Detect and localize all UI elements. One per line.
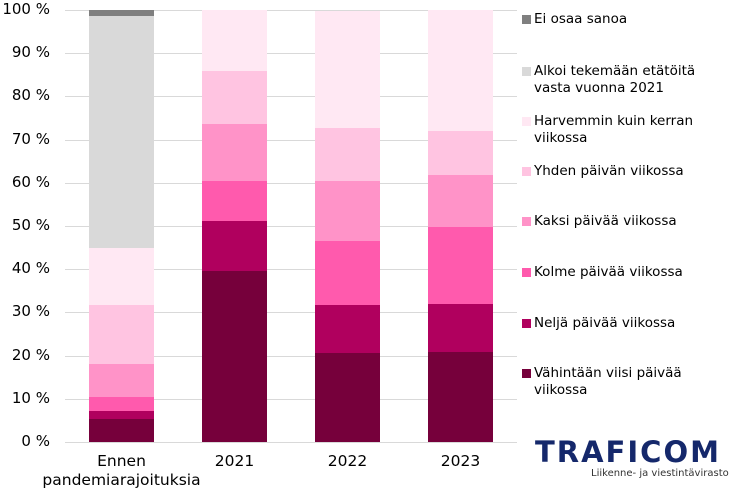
gridline bbox=[65, 10, 517, 11]
legend-swatch bbox=[522, 167, 531, 176]
bar-2 bbox=[315, 10, 380, 442]
bar-segment bbox=[315, 352, 380, 442]
y-axis-tick-label: 100 % bbox=[2, 0, 50, 18]
gridline bbox=[65, 399, 517, 400]
bar-segment bbox=[428, 130, 493, 176]
legend-swatch bbox=[522, 67, 531, 76]
bar-segment bbox=[428, 226, 493, 305]
logo-subtitle: Liikenne- ja viestintävirasto bbox=[591, 468, 729, 479]
x-axis-category-label: 2023 bbox=[440, 452, 481, 470]
y-axis-tick-label: 60 % bbox=[11, 173, 50, 191]
legend-item: Yhden päivän viikossa bbox=[522, 163, 684, 180]
y-axis-tick-label: 40 % bbox=[11, 259, 50, 277]
gridline bbox=[65, 96, 517, 97]
legend-item: Kolme päivää viikossa bbox=[522, 264, 683, 281]
bar-segment bbox=[202, 270, 267, 442]
gridline bbox=[65, 269, 517, 270]
bar-segment bbox=[202, 220, 267, 271]
gridline bbox=[65, 356, 517, 357]
y-axis-tick-label: 80 % bbox=[11, 86, 50, 104]
y-axis-tick-label: 50 % bbox=[11, 216, 50, 234]
legend-label: Kaksi päivää viikossa bbox=[534, 213, 677, 229]
bar-segment bbox=[89, 397, 154, 411]
legend-item: Ei osaa sanoa bbox=[522, 11, 627, 28]
bar-segment bbox=[315, 305, 380, 353]
legend-item: Harvemmin kuin kerran viikossa bbox=[522, 113, 693, 147]
legend-label: Vähintään viisi päivää viikossa bbox=[534, 365, 682, 398]
gridline bbox=[65, 140, 517, 141]
traficom-logo: TRAFICOM Liikenne- ja viestintävirasto bbox=[535, 437, 729, 479]
legend-swatch bbox=[522, 268, 531, 277]
bar-segment bbox=[89, 248, 154, 305]
bar-segment bbox=[202, 10, 267, 71]
gridline bbox=[65, 183, 517, 184]
bar-segment bbox=[89, 15, 154, 249]
y-axis-tick-label: 70 % bbox=[11, 130, 50, 148]
y-axis-tick-label: 10 % bbox=[11, 389, 50, 407]
legend-label: Ei osaa sanoa bbox=[534, 11, 628, 27]
bar-segment bbox=[89, 10, 154, 16]
bar-segment bbox=[428, 175, 493, 227]
x-axis-category-label: Ennen pandemiarajoituksia bbox=[42, 452, 201, 489]
gridline bbox=[65, 226, 517, 227]
bar-1 bbox=[202, 10, 267, 442]
bar-segment bbox=[89, 410, 154, 420]
legend-label: Alkoi tekemään etätöitä vasta vuonna 202… bbox=[534, 63, 696, 96]
bar-segment bbox=[89, 364, 154, 398]
y-axis-tick-label: 0 % bbox=[21, 432, 50, 450]
bar-segment bbox=[202, 181, 267, 221]
gridline bbox=[65, 53, 517, 54]
bar-segment bbox=[428, 304, 493, 353]
legend-item: Kaksi päivää viikossa bbox=[522, 213, 677, 230]
bar-segment bbox=[89, 304, 154, 365]
bar-segment bbox=[89, 419, 154, 442]
gridline bbox=[65, 442, 517, 443]
legend-swatch bbox=[522, 117, 531, 126]
legend-label: Neljä päivää viikossa bbox=[534, 315, 676, 331]
legend-swatch bbox=[522, 319, 531, 328]
bar-segment bbox=[315, 10, 380, 128]
bar-segment bbox=[315, 127, 380, 182]
bar-segment bbox=[428, 352, 493, 442]
legend-label: Yhden päivän viikossa bbox=[534, 163, 684, 179]
legend-swatch bbox=[522, 369, 531, 378]
logo-wordmark: TRAFICOM bbox=[535, 435, 721, 469]
y-axis-tick-label: 90 % bbox=[11, 43, 50, 61]
bar-segment bbox=[202, 124, 267, 182]
bar-segment bbox=[315, 240, 380, 306]
bar-segment bbox=[428, 10, 493, 131]
legend-label: Harvemmin kuin kerran viikossa bbox=[534, 113, 694, 146]
legend-item: Neljä päivää viikossa bbox=[522, 315, 675, 332]
legend-swatch bbox=[522, 217, 531, 226]
bar-0 bbox=[89, 10, 154, 442]
y-axis-tick-label: 30 % bbox=[11, 302, 50, 320]
x-axis-category-label: 2022 bbox=[327, 452, 368, 470]
legend-item: Vähintään viisi päivää viikossa bbox=[522, 365, 682, 399]
gridline bbox=[65, 312, 517, 313]
legend-item: Alkoi tekemään etätöitä vasta vuonna 202… bbox=[522, 63, 695, 97]
y-axis-tick-label: 20 % bbox=[11, 346, 50, 364]
bar-segment bbox=[315, 181, 380, 241]
legend-label: Kolme päivää viikossa bbox=[534, 264, 683, 280]
bar-segment bbox=[202, 70, 267, 125]
legend-swatch bbox=[522, 15, 531, 24]
x-axis-category-label: 2021 bbox=[214, 452, 255, 470]
bar-3 bbox=[428, 10, 493, 442]
